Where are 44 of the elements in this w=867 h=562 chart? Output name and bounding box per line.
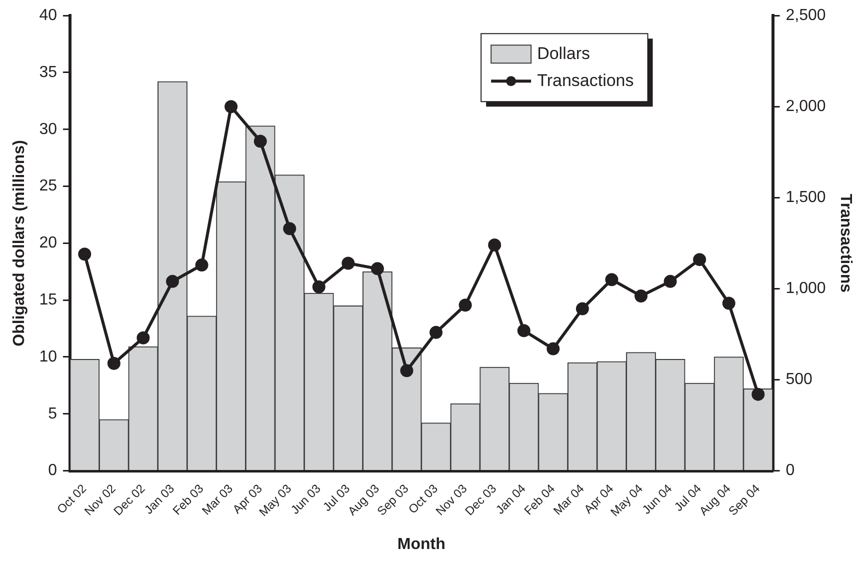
y2-axis-title: Transactions <box>836 194 854 293</box>
point <box>488 238 502 252</box>
point <box>752 388 765 401</box>
point <box>605 273 618 286</box>
point <box>722 296 736 310</box>
point <box>430 326 443 339</box>
legend-label: Transactions <box>537 70 634 90</box>
point <box>634 290 648 302</box>
y2-tick-label: 1,000 <box>786 280 826 298</box>
y2-tick-label: 0 <box>786 462 795 480</box>
point <box>576 302 589 316</box>
y-tick-label: 30 <box>39 120 58 138</box>
y-tick-label: 15 <box>39 292 58 308</box>
y2-tick-label: 2,500 <box>786 7 826 24</box>
y-tick-label: 5 <box>48 405 58 422</box>
y-tick-label: 0 <box>48 462 58 480</box>
point <box>195 258 208 272</box>
y-tick-label: 20 <box>39 234 58 252</box>
point <box>166 274 179 288</box>
y2-tick-label: 2,000 <box>786 98 826 116</box>
point <box>224 100 238 114</box>
point <box>546 342 560 356</box>
point <box>400 364 414 378</box>
point <box>136 331 150 344</box>
point <box>78 248 92 261</box>
point <box>370 262 384 276</box>
point <box>458 298 472 312</box>
y-axis-title: Obligated dollars (millions) <box>11 140 28 346</box>
y-tick-label: 40 <box>39 7 58 24</box>
legend-label: Dollars <box>537 44 590 63</box>
point <box>517 324 530 338</box>
point <box>283 222 296 236</box>
y-tick-label: 25 <box>39 178 58 195</box>
point <box>107 356 120 370</box>
point <box>664 274 677 288</box>
y2-tick-label: 500 <box>786 371 813 388</box>
point <box>254 134 267 148</box>
y-tick-label: 35 <box>39 64 58 81</box>
point <box>312 280 326 294</box>
x-axis-title: Month <box>397 536 446 553</box>
y2-tick-label: 1,500 <box>786 189 826 206</box>
point <box>342 256 355 270</box>
y-tick-label: 10 <box>39 348 58 366</box>
point <box>693 253 706 266</box>
